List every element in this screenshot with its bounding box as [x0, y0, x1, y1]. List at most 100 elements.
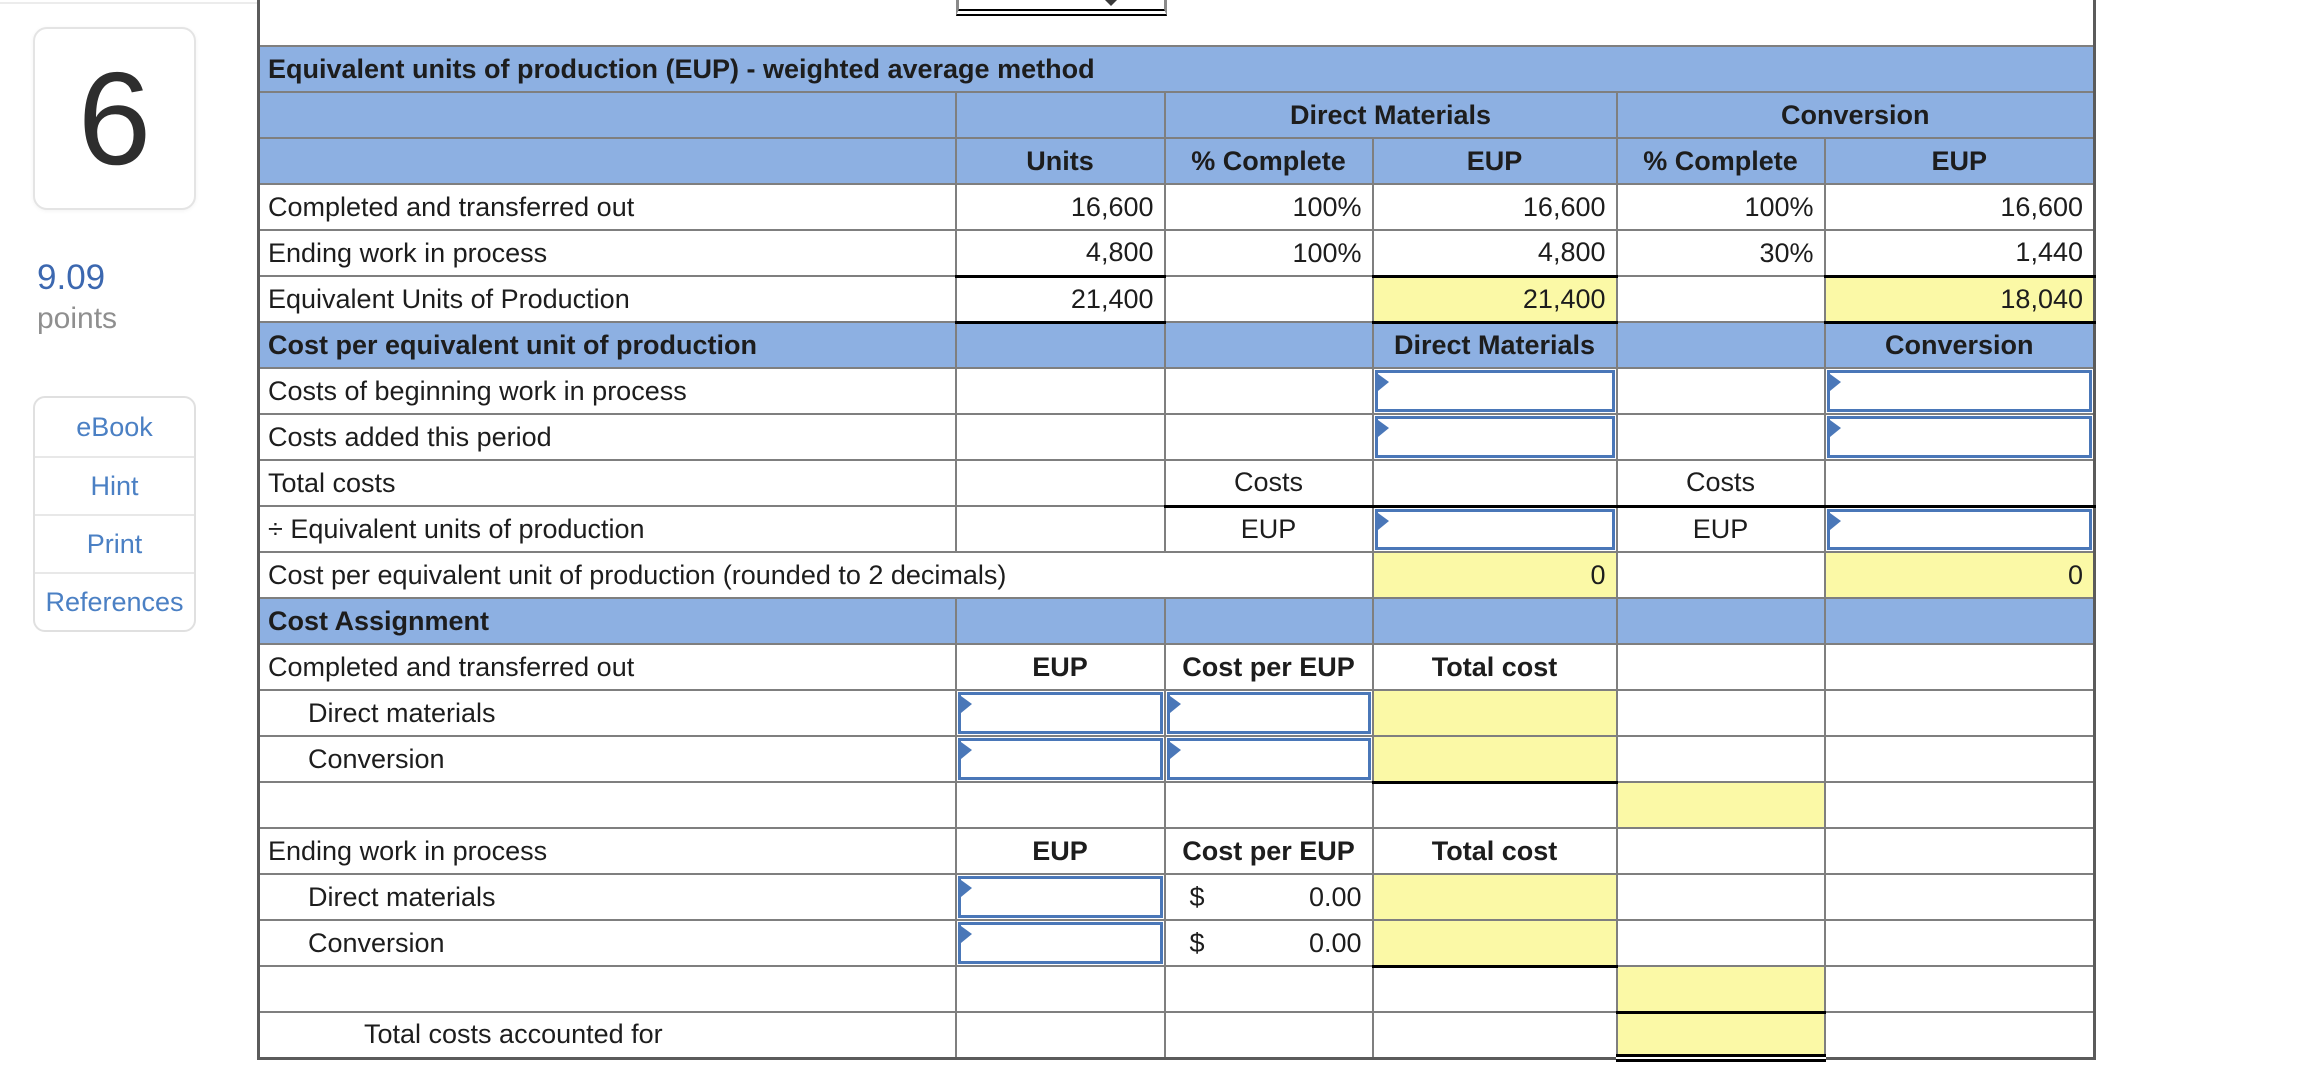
cost-assignment-spacer-f — [1823, 597, 2096, 645]
grand-total-b-empty — [954, 1011, 1166, 1059]
divide-eup-cv-input[interactable] — [1823, 505, 2096, 553]
completed-cv-eup-input[interactable] — [954, 735, 1166, 783]
cost-per-eup-dm-result: 0 — [1371, 551, 1618, 599]
cost-assignment-spacer-d — [1371, 597, 1618, 645]
ending-cv-cost-amount: 0.00 — [1308, 927, 1362, 958]
cutoff-cell-dropdown[interactable] — [956, 0, 1167, 16]
eup-total-cv-pct-empty — [1615, 275, 1826, 323]
ending-cv-pct-input[interactable]: 30% — [1615, 229, 1826, 277]
question-number-box: 6 — [33, 27, 196, 210]
currency-symbol: $ — [1189, 881, 1205, 912]
assign-completed-e-empty — [1615, 643, 1826, 691]
total-costs-label: Total costs — [257, 459, 957, 507]
beginning-costs-cv-input[interactable] — [1823, 367, 2096, 415]
total-costs-cv-tag: Costs — [1615, 459, 1826, 508]
ending-subtotal-a-empty — [257, 965, 957, 1013]
beginning-costs-dm-input[interactable] — [1371, 367, 1618, 415]
group-header-direct-materials: Direct Materials — [1163, 91, 1618, 139]
group-header-spacer-a — [257, 91, 957, 139]
beginning-costs-b-empty — [954, 367, 1166, 415]
ending-subtotal-d-empty — [1371, 965, 1618, 1013]
table-title: Equivalent units of production (EUP) - w… — [257, 45, 2096, 93]
total-costs-dm-tag: Costs — [1163, 459, 1374, 508]
costs-added-dm-input[interactable] — [1371, 413, 1618, 461]
row-grand-total: Total costs accounted for — [257, 1011, 2096, 1062]
ending-dm-label: Direct materials — [257, 873, 957, 921]
assign-ending-label: Ending work in process — [257, 827, 957, 875]
ending-label-cell[interactable]: Ending work in process — [257, 229, 957, 277]
completed-dm-eup: 16,600 — [1371, 183, 1618, 231]
completed-subtotal-cell — [1615, 781, 1826, 829]
cost-per-eup-dm-header: Direct Materials — [1371, 321, 1618, 369]
grand-total-c-empty — [1163, 1011, 1374, 1059]
completed-dm-pct-input[interactable]: 100% — [1163, 183, 1374, 231]
completed-cv-cost-input[interactable] — [1163, 735, 1374, 783]
ebook-button[interactable]: eBook — [76, 411, 153, 442]
completed-label-cell[interactable]: Completed and transferred out — [257, 183, 957, 231]
costs-added-label-cell[interactable]: Costs added this period — [257, 413, 957, 461]
col-header-cv-eup: EUP — [1823, 137, 2096, 185]
completed-dm-cost-input[interactable] — [1163, 689, 1374, 737]
row-completed-cv: Conversion — [257, 735, 2096, 784]
row-completed-subtotal — [257, 781, 2096, 829]
resource-button-group: eBook Hint Print References — [33, 396, 196, 632]
cost-per-eup-cv-header: Conversion — [1823, 321, 2096, 369]
references-button[interactable]: References — [35, 572, 194, 630]
total-costs-cv-value-empty — [1823, 459, 2096, 508]
cost-assignment-spacer-b — [954, 597, 1166, 645]
completed-dm-eup-input[interactable] — [954, 689, 1166, 737]
eup-total-label: Equivalent Units of Production — [257, 275, 957, 323]
table-title-row: Equivalent units of production (EUP) - w… — [257, 45, 2096, 93]
eup-total-cv: 18,040 — [1823, 274, 2096, 324]
assign-ending-f-empty — [1823, 827, 2096, 875]
completed-dm-e-empty — [1615, 689, 1826, 737]
question-number: 6 — [77, 44, 152, 192]
ending-units-input[interactable]: 4,800 — [954, 229, 1166, 277]
col-header-cv-pct: % Complete — [1615, 137, 1826, 185]
assign-ending-col-eup: EUP — [954, 827, 1166, 875]
print-button[interactable]: Print — [35, 514, 194, 572]
ending-dm-eup-input[interactable] — [954, 873, 1166, 921]
ending-dm-f-empty — [1823, 873, 2096, 921]
ending-cv-cost-cell: $ 0.00 — [1163, 919, 1374, 967]
cost-per-eup-e-empty — [1615, 551, 1826, 599]
divide-eup-dm-tag: EUP — [1163, 505, 1374, 553]
row-eup-totals: Equivalent Units of Production 21,400 21… — [257, 274, 2096, 324]
hint-button[interactable]: Hint — [35, 456, 194, 514]
completed-subtotal-a-empty — [257, 781, 957, 829]
ending-cv-eup-input[interactable] — [954, 919, 1166, 967]
row-ending-dm: Direct materials $ 0.00 — [257, 873, 2096, 921]
cutoff-row — [258, 0, 2095, 47]
completed-units-input[interactable]: 16,600 — [954, 183, 1166, 231]
ending-subtotal-b-empty — [954, 965, 1166, 1013]
beginning-costs-c-empty — [1163, 367, 1374, 415]
beginning-costs-label-cell[interactable]: Costs of beginning work in process — [257, 367, 957, 415]
ending-subtotal-f-empty — [1823, 965, 2096, 1013]
row-costs-added: Costs added this period — [257, 413, 2096, 461]
row-completed-header: Completed and transferred out EUP Cost p… — [257, 643, 2096, 691]
ending-dm-pct-input[interactable]: 100% — [1163, 229, 1374, 277]
assign-ending-col-cost-per-eup: Cost per EUP — [1163, 827, 1374, 875]
grand-total-d-empty — [1371, 1011, 1618, 1059]
ending-cv-total-cell — [1371, 919, 1618, 968]
costs-added-cv-input[interactable] — [1823, 413, 2096, 461]
costs-added-b-empty — [954, 413, 1166, 461]
ending-subtotal-c-empty — [1163, 965, 1374, 1013]
divide-eup-dm-input[interactable] — [1371, 505, 1618, 553]
row-beginning-costs: Costs of beginning work in process — [257, 367, 2096, 415]
ending-subtotal-cell — [1615, 965, 1826, 1014]
row-ending-subtotal — [257, 965, 2096, 1014]
cutoff-row-cell — [258, 0, 2095, 47]
total-costs-dm-value-empty — [1371, 459, 1618, 508]
row-ending-header: Ending work in process EUP Cost per EUP … — [257, 827, 2096, 875]
completed-cv-pct-input[interactable]: 100% — [1615, 183, 1826, 231]
section-header-cost-per-eup: Cost per equivalent unit of production D… — [257, 321, 2096, 369]
col-header-spacer — [257, 137, 957, 185]
total-costs-b-empty — [954, 459, 1166, 507]
cost-assignment-spacer-c — [1163, 597, 1374, 645]
group-header-conversion: Conversion — [1615, 91, 2096, 139]
cost-per-eup-header: Cost per equivalent unit of production — [257, 321, 957, 369]
points-label: points — [37, 302, 118, 335]
ending-cv-eup: 1,440 — [1823, 229, 2096, 277]
ending-cv-f-empty — [1823, 919, 2096, 967]
